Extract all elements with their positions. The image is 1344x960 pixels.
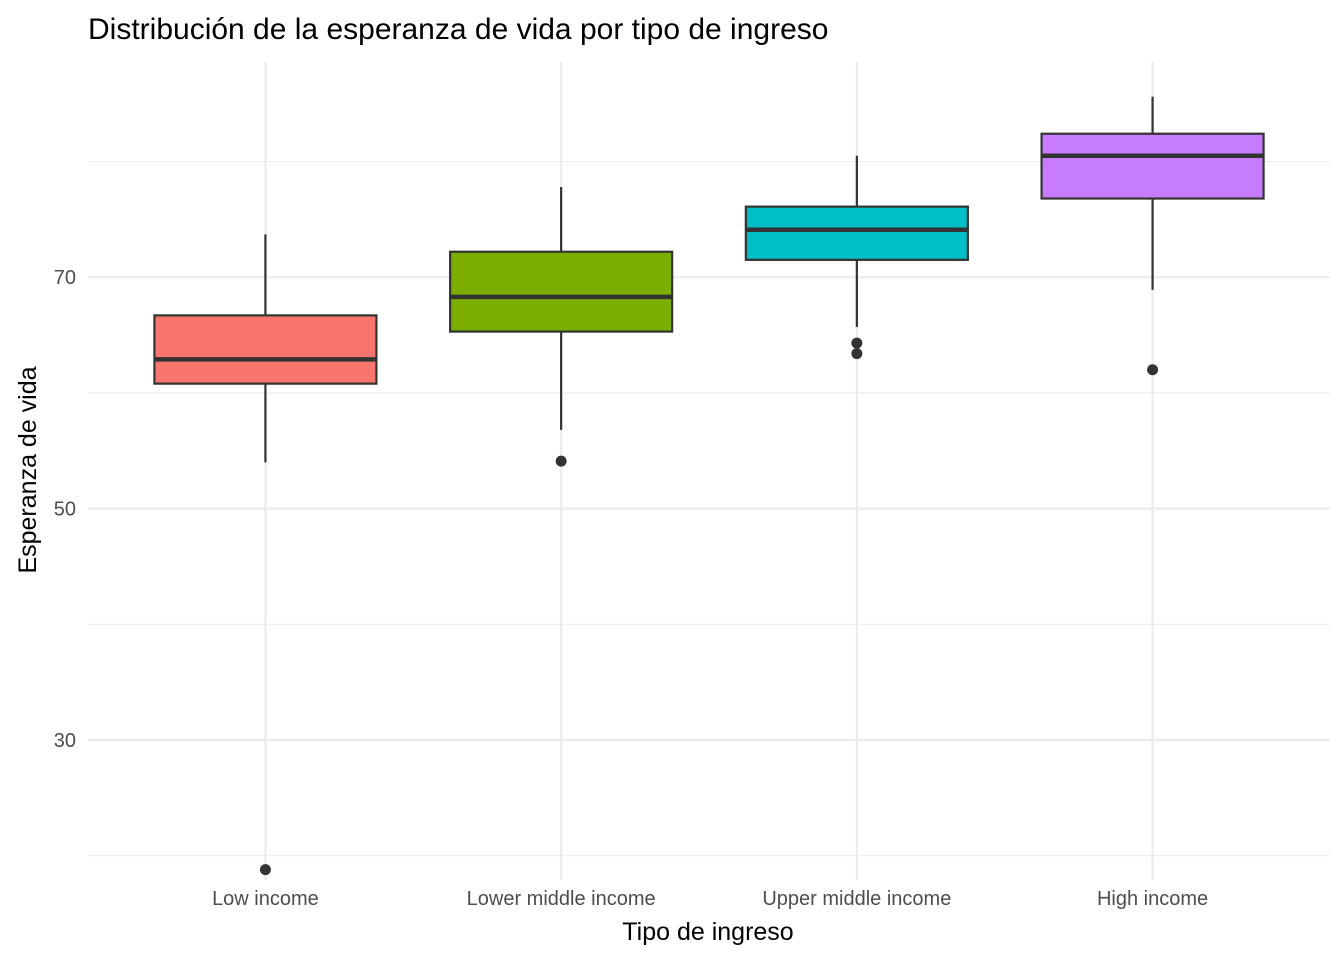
x-tick-label: High income — [1097, 888, 1208, 910]
x-tick-label: Low income — [212, 888, 319, 910]
outlier-point — [260, 864, 271, 875]
y-tick-label: 70 — [54, 267, 76, 289]
boxplot-boxes — [154, 97, 1263, 875]
y-axis-title: Esperanza de vida — [14, 366, 42, 573]
box-iqr — [450, 252, 672, 332]
y-tick-label: 30 — [54, 730, 76, 752]
box-iqr — [154, 315, 376, 383]
x-axis-title: Tipo de ingreso — [622, 918, 793, 946]
x-tick-label: Upper middle income — [762, 888, 951, 910]
outlier-point — [556, 456, 567, 467]
outlier-point — [1147, 364, 1158, 375]
box-group — [450, 187, 672, 467]
x-tick-label: Lower middle income — [467, 888, 656, 910]
box-iqr — [1042, 134, 1264, 199]
box-iqr — [746, 207, 968, 260]
x-axis-ticks: Low income Lower middle income Upper middl… — [212, 888, 1208, 910]
y-tick-label: 50 — [54, 499, 76, 521]
y-axis-ticks: 30 50 70 — [54, 267, 76, 752]
outlier-point — [851, 338, 862, 349]
outlier-point — [851, 348, 862, 359]
chart-title: Distribución de la esperanza de vida por… — [88, 13, 828, 46]
